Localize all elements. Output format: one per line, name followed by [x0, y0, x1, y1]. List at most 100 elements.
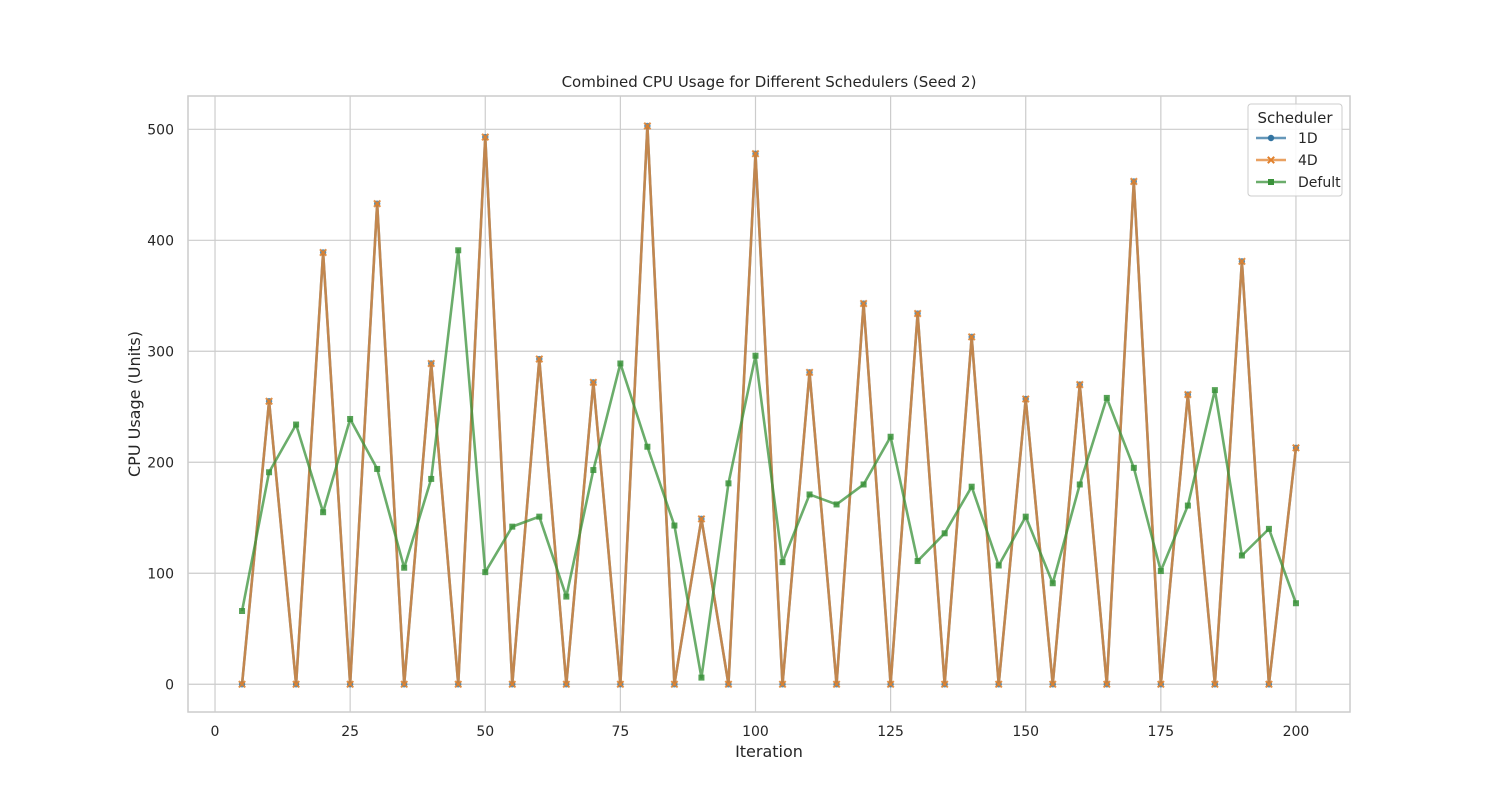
x-tick-label: 25: [341, 724, 359, 740]
data-point: [913, 309, 922, 318]
legend-title: Scheduler: [1257, 109, 1333, 127]
data-point: [1238, 257, 1246, 266]
x-tick-label: 50: [476, 724, 494, 740]
legend-label: 4D: [1298, 153, 1318, 169]
data-point: [238, 680, 246, 689]
data-point: [481, 133, 490, 141]
data-point: [1129, 177, 1138, 186]
data-point: [698, 674, 705, 681]
legend-label: 1D: [1298, 131, 1318, 147]
data-point: [536, 513, 543, 520]
data-point: [373, 199, 382, 208]
data-point: [535, 355, 544, 363]
x-tick-label: 200: [1283, 724, 1310, 740]
data-point: [1048, 680, 1057, 689]
x-tick-label: 75: [611, 724, 629, 740]
plot-frame: [187, 95, 1351, 713]
x-tick-label: 0: [211, 724, 220, 740]
data-point: [428, 475, 435, 482]
data-point: [1211, 387, 1218, 394]
data-point: [562, 680, 571, 689]
data-point: [1183, 390, 1192, 399]
data-point: [1022, 513, 1029, 520]
x-tick-label: 125: [877, 724, 904, 740]
y-tick-label: 300: [147, 344, 174, 360]
data-point: [590, 467, 597, 474]
data-point: [454, 680, 463, 689]
data-point: [860, 481, 867, 488]
legend-marker: [1267, 134, 1275, 142]
data-point: [697, 514, 706, 523]
x-tick-label: 150: [1012, 724, 1039, 740]
data-point: [1292, 443, 1300, 452]
y-tick-label: 100: [147, 566, 174, 582]
data-point: [616, 680, 625, 689]
data-point: [374, 465, 381, 472]
y-tick-label: 200: [147, 455, 174, 471]
data-point: [778, 680, 787, 689]
data-point: [455, 247, 462, 254]
data-point: [806, 491, 813, 498]
data-point: [994, 680, 1003, 689]
data-point: [725, 480, 732, 487]
data-point: [779, 559, 786, 566]
y-tick-label: 0: [165, 677, 174, 693]
data-point: [509, 523, 516, 530]
data-point: [508, 680, 517, 689]
data-point: [671, 522, 678, 529]
data-point: [265, 397, 273, 406]
chart-title: Combined CPU Usage for Different Schedul…: [562, 73, 977, 91]
data-point: [1103, 394, 1110, 401]
legend-item-defult: Defult: [1256, 175, 1341, 191]
data-point: [833, 501, 840, 508]
data-point: [346, 680, 355, 689]
legend: Scheduler 1D 4D Defult: [1247, 103, 1343, 197]
data-point: [752, 352, 759, 359]
data-point: [1076, 481, 1083, 488]
data-point: [1075, 380, 1084, 389]
data-point: [319, 248, 328, 257]
data-point: [751, 149, 760, 158]
data-point: [1021, 395, 1030, 403]
data-point: [292, 680, 301, 689]
data-point: [401, 564, 408, 571]
data-point: [400, 680, 409, 689]
legend-item-1d: 1D: [1256, 131, 1318, 147]
data-point: [941, 530, 948, 537]
data-point: [239, 607, 246, 614]
plot-area: 0 25 50 75 100 125 150 175 200 0 100 200 300 400 500: [147, 95, 1351, 740]
series-line: [240, 248, 1298, 679]
data-point: [1157, 568, 1164, 575]
y-tick-label: 500: [147, 122, 174, 138]
data-point: [617, 360, 624, 367]
data-point: [1156, 680, 1165, 689]
data-point: [968, 483, 975, 490]
data-point: [1130, 464, 1137, 471]
x-tick-label: 100: [742, 724, 769, 740]
legend-item-4d: 4D: [1256, 153, 1318, 169]
data-point: [886, 680, 895, 689]
data-point: [1210, 680, 1219, 689]
data-point: [643, 122, 652, 130]
y-axis-title: CPU Usage (Units): [125, 331, 144, 477]
data-point: [670, 680, 679, 689]
y-tick-label: 400: [147, 233, 174, 249]
x-tick-label: 175: [1147, 724, 1174, 740]
legend-box: [1247, 103, 1343, 197]
data-point: [293, 421, 300, 428]
series-defult: [239, 247, 1299, 681]
data-point: [940, 680, 949, 689]
legend-marker: [1268, 179, 1274, 185]
data-point: [1265, 680, 1273, 689]
data-point: [995, 562, 1002, 569]
data-point: [427, 359, 436, 368]
data-point: [347, 415, 354, 422]
data-point: [482, 569, 489, 576]
data-point: [589, 378, 598, 387]
legend-marker: [1267, 156, 1275, 164]
data-point: [1292, 600, 1299, 607]
data-point: [724, 680, 733, 689]
data-point: [563, 593, 570, 600]
x-axis-title: Iteration: [735, 742, 803, 761]
